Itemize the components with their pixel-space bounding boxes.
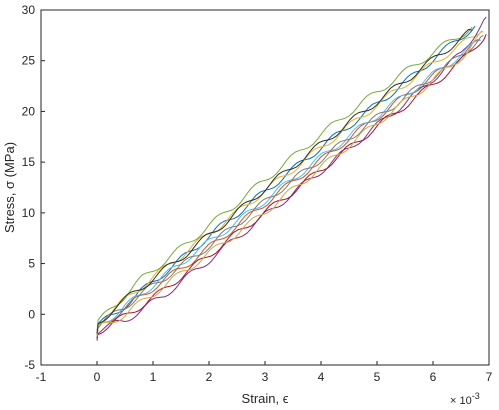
x-tick-label: 6 bbox=[430, 370, 437, 384]
x-tick-label: 1 bbox=[150, 370, 157, 384]
x-tick-label: 3 bbox=[262, 370, 269, 384]
x-axis-exponent-base: × 10 bbox=[450, 395, 472, 407]
y-axis: -5 0 5 10 15 20 25 30 bbox=[22, 3, 45, 372]
x-tick-label: -1 bbox=[36, 370, 47, 384]
x-axis: -1 0 1 2 3 4 5 6 7 bbox=[36, 361, 493, 384]
x-tick-label: 7 bbox=[486, 370, 493, 384]
y-tick-label: 15 bbox=[22, 155, 36, 169]
y-tick-label: 25 bbox=[22, 54, 36, 68]
x-tick-label: 4 bbox=[318, 370, 325, 384]
y-tick-label: 10 bbox=[22, 206, 36, 220]
x-tick-label: 0 bbox=[94, 370, 101, 384]
series-line-4 bbox=[96, 16, 487, 341]
series-line-6 bbox=[96, 39, 481, 336]
series-lines bbox=[96, 16, 487, 341]
x-axis-exponent: × 10-3 bbox=[450, 391, 480, 407]
y-tick-label: 20 bbox=[22, 104, 36, 118]
series-line-1 bbox=[96, 25, 476, 338]
series-line-8 bbox=[96, 34, 484, 335]
x-tick-label: 5 bbox=[374, 370, 381, 384]
series-line-10 bbox=[96, 28, 473, 334]
series-line-9 bbox=[96, 30, 484, 337]
x-tick-label: 2 bbox=[206, 370, 213, 384]
y-axis-label: Stress, σ (MPa) bbox=[2, 142, 17, 233]
x-axis-label: Strain, ϵ bbox=[242, 391, 289, 406]
y-tick-label: -5 bbox=[24, 358, 35, 372]
x-axis-exponent-power: -3 bbox=[472, 391, 480, 401]
series-line-5 bbox=[96, 26, 473, 331]
y-tick-label: 0 bbox=[28, 307, 35, 321]
series-line-7 bbox=[96, 34, 487, 339]
y-tick-label: 5 bbox=[28, 257, 35, 271]
y-tick-label: 30 bbox=[22, 3, 36, 17]
